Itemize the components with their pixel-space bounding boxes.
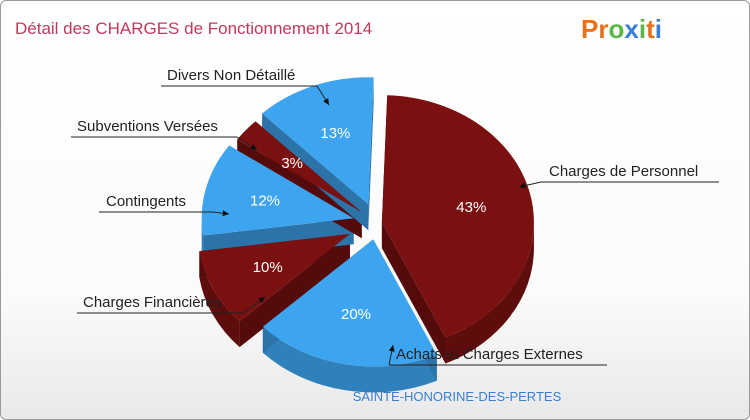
logo-letter: o: [608, 14, 624, 44]
pie-labels: Charges de Personnel Achats et Charges Ex…: [71, 67, 719, 366]
logo-letter: i: [639, 14, 646, 44]
logo-letter: x: [624, 14, 639, 44]
pie-slice-side: [262, 326, 437, 393]
slice-percent-label: 3%: [281, 155, 303, 172]
slice-category-label: Subventions Versées: [77, 118, 218, 135]
pie-slice-edge: [381, 222, 446, 364]
slice-category-label: Contingents: [106, 193, 186, 210]
slice-category-label: Achats et Charges Externes: [396, 346, 583, 363]
label-arrowhead: [388, 345, 395, 352]
logo-letter: r: [598, 14, 608, 44]
logo-letter: i: [655, 14, 662, 44]
slice-category-label: Divers Non Détaillé: [167, 67, 295, 84]
pie-slice: [262, 239, 437, 367]
pie-slice: [201, 145, 354, 236]
pie-slice-edge: [262, 113, 369, 231]
pie-slice: [199, 233, 350, 322]
pie-slice: [381, 95, 534, 338]
label-arrowhead: [323, 98, 329, 105]
pie-slices: 43% 20% 10% 12% 3% 13%: [199, 77, 534, 393]
slice-percent-label: 20%: [341, 306, 371, 323]
slice-percent-label: 10%: [253, 259, 283, 276]
slice-percent-label: 43%: [456, 199, 486, 216]
proxiti-logo: Proxiti: [581, 14, 662, 44]
pie-slice: [262, 77, 374, 205]
slice-category-label: Charges de Personnel: [549, 163, 698, 180]
label-arrowhead: [258, 297, 265, 304]
pie-slice-side: [445, 222, 534, 364]
slice-percent-label: 12%: [250, 192, 280, 209]
pie-slice: [237, 121, 362, 213]
label-arrowhead: [519, 182, 526, 189]
slice-category-label: Charges Financières: [83, 294, 221, 311]
label-arrowhead: [222, 210, 229, 217]
slice-percent-label: 13%: [320, 125, 350, 142]
logo-letter: t: [646, 14, 655, 44]
label-arrowhead: [250, 144, 257, 150]
pie-slice-side: [199, 251, 240, 348]
chart-title: Détail des CHARGES de Fonctionnement 201…: [15, 19, 372, 38]
pie-slice-edge: [368, 77, 374, 231]
logo-letter: P: [581, 14, 598, 44]
chart-subtitle: SAINTE-HONORINE-DES-PERTES: [353, 389, 562, 404]
